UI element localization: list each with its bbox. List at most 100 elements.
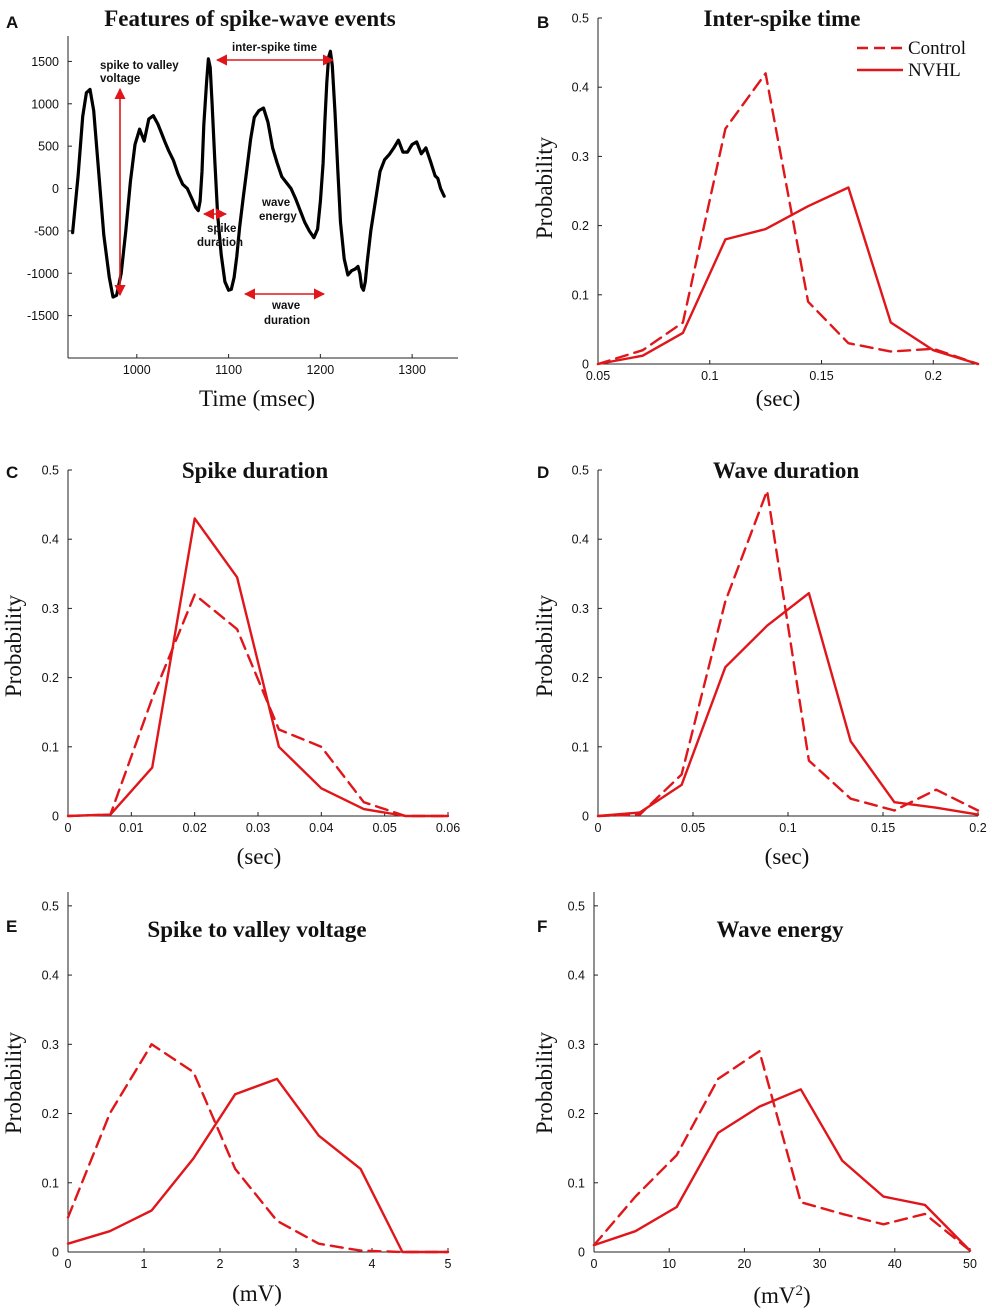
panel-e-x-tick-label: 5 — [445, 1257, 452, 1271]
panel-b-series-control — [596, 72, 980, 366]
panel-d-y-tick-label: 0.5 — [572, 464, 589, 478]
panel-f-x-tick-label: 0 — [591, 1257, 598, 1271]
panel-c-y-tick-label: 0.4 — [42, 533, 59, 547]
panel-d-y-tick-label: 0.4 — [572, 533, 589, 547]
panel-a-title: Features of spike-wave events — [104, 6, 396, 31]
annotation-inter-spike: inter-spike time — [232, 42, 317, 54]
panel-c-x-tick-label: 0.05 — [372, 821, 396, 835]
panel-e-y-tick-label: 0.1 — [42, 1176, 59, 1190]
panel-f-xlabel-base: (mV — [753, 1283, 796, 1308]
panel-a-y-tick-label: 1000 — [31, 97, 59, 111]
panel-b-x-tick-label: 0.15 — [809, 369, 833, 383]
panel-c-series-nvhl — [66, 517, 450, 818]
panel-f-series-nvhl — [592, 1088, 972, 1252]
panel-a-plot: 1000 1100 1200 1300 -1500 -1000 -500 0 500 1000 15… — [27, 36, 458, 377]
panel-b-plot: 0.05 0.1 0.15 0.2 0 0.1 0.2 0.3 0.4 0.5 — [572, 12, 980, 383]
annotation-wave-energy-1: wave — [261, 197, 290, 209]
panel-a-x-tick-label: 1100 — [215, 363, 242, 377]
panel-letter-a: A — [6, 13, 18, 32]
panel-b: B Inter-spike time Probability 0.05 0.1 0.… — [532, 6, 980, 411]
panel-d-ylabel: Probability — [532, 594, 557, 697]
panel-b-x-tick-label: 0.05 — [586, 369, 610, 383]
panel-f-x-tick-label: 40 — [888, 1257, 902, 1271]
panel-a-x-tick-label: 1300 — [398, 363, 426, 377]
panel-a-y-tick-label: 500 — [38, 140, 59, 154]
panel-e: E Spike to valley voltage Probability 0 1… — [1, 892, 452, 1306]
annotation-spike-to-valley-2: voltage — [100, 73, 140, 85]
panel-a-annotations: spike to valley voltage inter-spike time… — [100, 42, 335, 327]
panel-d-x-tick-label: 0.15 — [871, 821, 895, 835]
panel-e-series-nvhl — [66, 1077, 450, 1254]
panel-c-y-tick-label: 0.3 — [42, 602, 59, 616]
annotation-spike-duration-1: spike — [207, 223, 236, 235]
panel-d: D Wave duration Probability 0 0.05 0.1 0.15… — [532, 458, 987, 869]
panel-b-y-tick-label: 0.4 — [572, 81, 589, 95]
legend-label-control: Control — [908, 38, 966, 59]
panel-c-y-tick-label: 0.5 — [42, 464, 59, 478]
panel-b-xlabel: (sec) — [756, 386, 801, 411]
panel-e-ylabel: Probability — [1, 1031, 26, 1134]
panel-d-y-tick-label: 0.2 — [572, 671, 589, 685]
panel-e-y-tick-label: 0.4 — [42, 969, 59, 983]
panel-f-series-control — [592, 1049, 972, 1252]
panel-f-x-tick-label: 20 — [737, 1257, 751, 1271]
panel-c-x-tick-label: 0.04 — [309, 821, 333, 835]
panel-c-title: Spike duration — [182, 458, 329, 483]
panel-f-y-tick-label: 0.1 — [568, 1176, 585, 1190]
panel-b-x-tick-label: 0.2 — [925, 369, 942, 383]
panel-letter-b: B — [537, 13, 549, 32]
legend: Control NVHL — [857, 38, 966, 81]
annotation-spike-duration-2: duration — [197, 237, 243, 249]
panel-e-y-tick-label: 0 — [52, 1246, 59, 1260]
annotation-wave-energy-2: energy — [259, 211, 297, 223]
panel-e-series-control — [66, 1043, 450, 1254]
panel-a-y-tick-label: -500 — [34, 224, 59, 238]
panel-c-x-tick-label: 0.03 — [246, 821, 270, 835]
panel-b-x-tick-label: 0.1 — [701, 369, 718, 383]
panel-b-y-tick-label: 0 — [582, 358, 589, 372]
panel-f-xlabel-end: ) — [803, 1283, 811, 1308]
panel-b-y-tick-label: 0.5 — [572, 12, 589, 26]
panel-c: C Spike duration Probability 0 0.01 0.02 0.… — [1, 458, 460, 869]
panel-a: A Features of spike-wave events 1000 1100… — [6, 6, 458, 411]
panel-f-xlabel: (mV2) — [753, 1283, 810, 1308]
panel-a-xlabel: Time (msec) — [199, 386, 315, 411]
panel-d-x-tick-label: 0.2 — [969, 821, 986, 835]
panel-f: F Wave energy Probability 0 10 20 30 40 50 0 0.… — [532, 892, 977, 1308]
panel-f-plot: 0 10 20 30 40 50 0 0.1 0.2 0.3 0.4 0.5 — [568, 892, 977, 1271]
annotation-spike-to-valley-1: spike to valley — [100, 60, 179, 72]
panel-d-y-tick-label: 0 — [582, 810, 589, 824]
panel-f-y-tick-label: 0.5 — [568, 899, 585, 913]
panel-f-x-tick-label: 10 — [662, 1257, 676, 1271]
panel-c-series-control — [66, 593, 450, 818]
panel-letter-e: E — [6, 917, 17, 936]
panel-c-x-tick-label: 0 — [65, 821, 72, 835]
panel-c-x-tick-label: 0.02 — [182, 821, 206, 835]
panel-e-y-tick-label: 0.2 — [42, 1107, 59, 1121]
panel-b-y-tick-label: 0.2 — [572, 219, 589, 233]
panel-d-x-tick-label: 0.05 — [681, 821, 705, 835]
panel-b-y-tick-label: 0.1 — [572, 288, 589, 302]
panel-e-xlabel: (mV) — [232, 1281, 282, 1306]
panel-e-x-tick-label: 2 — [217, 1257, 224, 1271]
panel-f-y-tick-label: 0 — [578, 1246, 585, 1260]
panel-d-y-tick-label: 0.3 — [572, 602, 589, 616]
panel-d-series-control — [596, 489, 980, 818]
panel-b-y-tick-label: 0.3 — [572, 150, 589, 164]
panel-e-y-tick-label: 0.3 — [42, 1038, 59, 1052]
panel-a-series-eeg-trace — [70, 49, 446, 299]
panel-a-x-tick-label: 1000 — [123, 363, 151, 377]
panel-e-title: Spike to valley voltage — [147, 917, 366, 942]
panel-d-xlabel: (sec) — [765, 844, 810, 869]
panel-f-x-tick-label: 30 — [813, 1257, 827, 1271]
panel-d-series-nvhl — [596, 592, 980, 818]
panel-c-y-tick-label: 0.1 — [42, 740, 59, 754]
panel-c-y-tick-label: 0.2 — [42, 671, 59, 685]
panel-e-x-tick-label: 1 — [141, 1257, 148, 1271]
panel-letter-c: C — [6, 463, 18, 482]
panel-f-y-tick-label: 0.4 — [568, 969, 585, 983]
panel-b-title: Inter-spike time — [704, 6, 861, 31]
panel-e-plot: 0 1 2 3 4 5 0 0.1 0.2 0.3 0.4 0.5 — [42, 892, 452, 1271]
panel-e-y-tick-label: 0.5 — [42, 899, 59, 913]
